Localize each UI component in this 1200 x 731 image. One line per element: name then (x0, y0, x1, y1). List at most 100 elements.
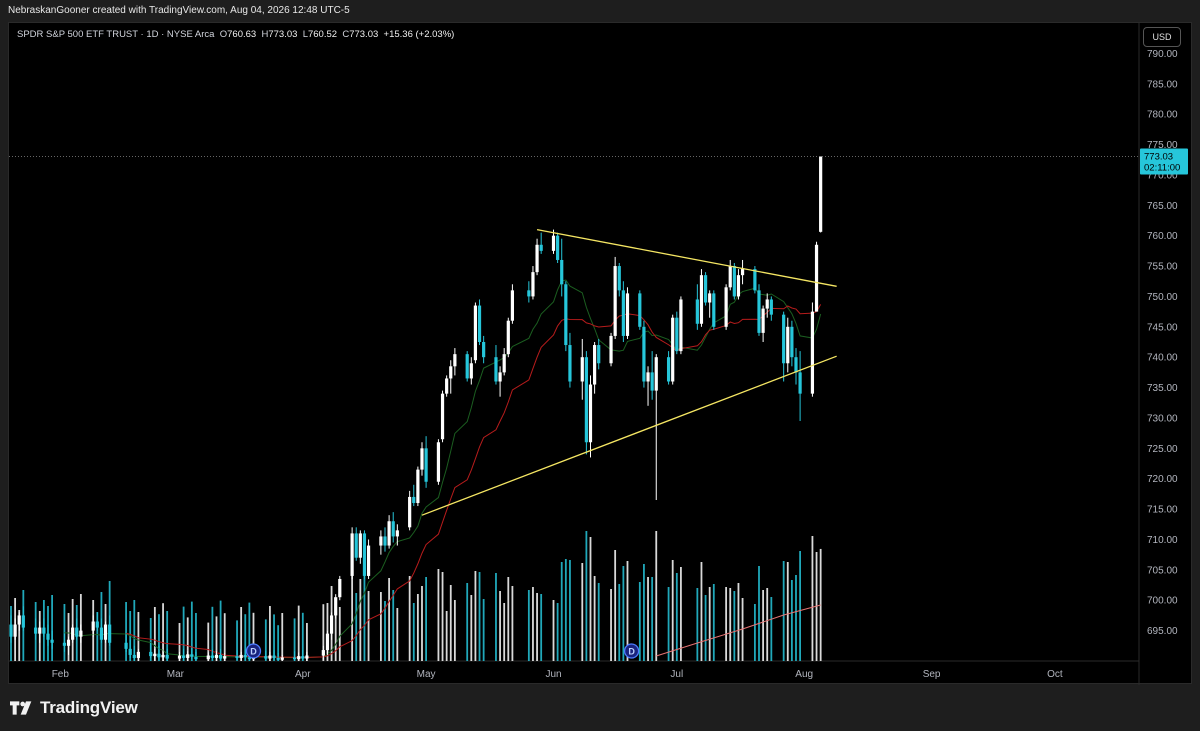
candle-body (223, 656, 227, 659)
candle-body (724, 287, 728, 327)
currency-button[interactable]: USD (1143, 27, 1181, 47)
candle-body (642, 326, 646, 382)
candle (642, 320, 646, 388)
candle (477, 299, 482, 346)
chart-frame[interactable]: 695.00 700.00 705.00 710.00 715.00 720.00 725.… (8, 22, 1193, 685)
candle (666, 351, 671, 385)
volume-bar (244, 614, 247, 661)
open-label: O (219, 29, 228, 40)
candle-body (264, 656, 268, 659)
candle-body (387, 521, 391, 546)
last-price-value: 773.03 (1144, 151, 1173, 162)
candle (794, 348, 798, 385)
volume-bar (412, 603, 415, 661)
candle-body (535, 244, 539, 273)
change-value: +15.36 (+2.03%) (383, 29, 455, 40)
candle-body (708, 293, 712, 303)
candles-layer (9, 156, 823, 661)
candle-body (765, 299, 769, 309)
volume-bar (421, 586, 423, 661)
candle-body (819, 156, 823, 232)
volume-bar (219, 600, 222, 661)
volume-bar (195, 613, 197, 661)
candle (210, 649, 214, 660)
dividend-marker-circle (245, 643, 262, 659)
volume-bar (215, 616, 218, 661)
close-label: C (342, 29, 350, 40)
candle (736, 269, 741, 300)
candle-body (712, 293, 716, 327)
volume-bar (708, 587, 711, 661)
candle (124, 633, 128, 652)
volume-bar (556, 603, 559, 661)
candle (334, 594, 338, 619)
candle-body (699, 275, 704, 324)
volume-bar (301, 612, 304, 661)
price-tick-label: 695.00 (1147, 626, 1178, 637)
volume-bar (643, 564, 645, 661)
candle-body (794, 357, 798, 373)
candle (420, 442, 424, 476)
candle (527, 281, 531, 303)
candle-body (62, 642, 67, 646)
candle (712, 290, 716, 330)
chart-canvas[interactable]: 695.00 700.00 705.00 710.00 715.00 720.00 725.… (9, 23, 1193, 685)
candle (243, 649, 247, 661)
candle (638, 290, 642, 330)
candle-body (782, 314, 786, 364)
candle (161, 650, 165, 661)
candle (535, 238, 539, 276)
volume-bar (499, 591, 501, 661)
volume-bar (297, 605, 300, 661)
volume-bar (560, 562, 563, 661)
candle-body (506, 320, 510, 355)
candle (297, 652, 301, 661)
candle (798, 351, 802, 421)
candle-body (625, 293, 630, 336)
candle-body (584, 357, 588, 443)
candle-body (362, 533, 367, 576)
candle-body (276, 657, 280, 660)
volume-bar (593, 576, 596, 661)
trendline (536, 228, 837, 287)
candle-body (190, 654, 194, 657)
candle-body (424, 448, 428, 482)
candle (95, 612, 99, 631)
price-tick-label: 720.00 (1147, 474, 1178, 485)
candle (819, 156, 823, 233)
volume-bar (470, 595, 473, 661)
candle-body (416, 469, 420, 504)
candle-body (440, 393, 445, 440)
candle-body (551, 235, 556, 251)
price-tick-label: 705.00 (1147, 565, 1178, 576)
candle (724, 284, 728, 330)
volume-bar (162, 603, 164, 661)
candle (465, 351, 469, 382)
candle-body (247, 657, 251, 660)
candle (473, 302, 478, 364)
volume-bar (795, 575, 797, 661)
candle (469, 357, 473, 385)
volume-bar (527, 590, 530, 661)
volume-bar (790, 580, 793, 661)
candle-body (395, 530, 399, 537)
volume-bar (51, 595, 53, 661)
volume-bar (396, 608, 399, 661)
volume-bar (453, 600, 456, 661)
volume-bar (675, 573, 678, 661)
volume-bar (626, 561, 629, 661)
candle-body (157, 653, 161, 658)
candle-body (732, 266, 736, 297)
candle-body (50, 639, 54, 643)
candle (593, 342, 597, 394)
volume-bar (564, 559, 567, 661)
candle-body (9, 624, 13, 637)
month-tick-label: Aug (795, 669, 813, 680)
volume-bar (269, 606, 271, 661)
candle-body (153, 653, 157, 657)
volume-bar (680, 567, 682, 661)
candle-body (593, 345, 597, 385)
candle-body (531, 272, 535, 297)
volume-bar (618, 584, 621, 661)
candle (440, 390, 445, 443)
